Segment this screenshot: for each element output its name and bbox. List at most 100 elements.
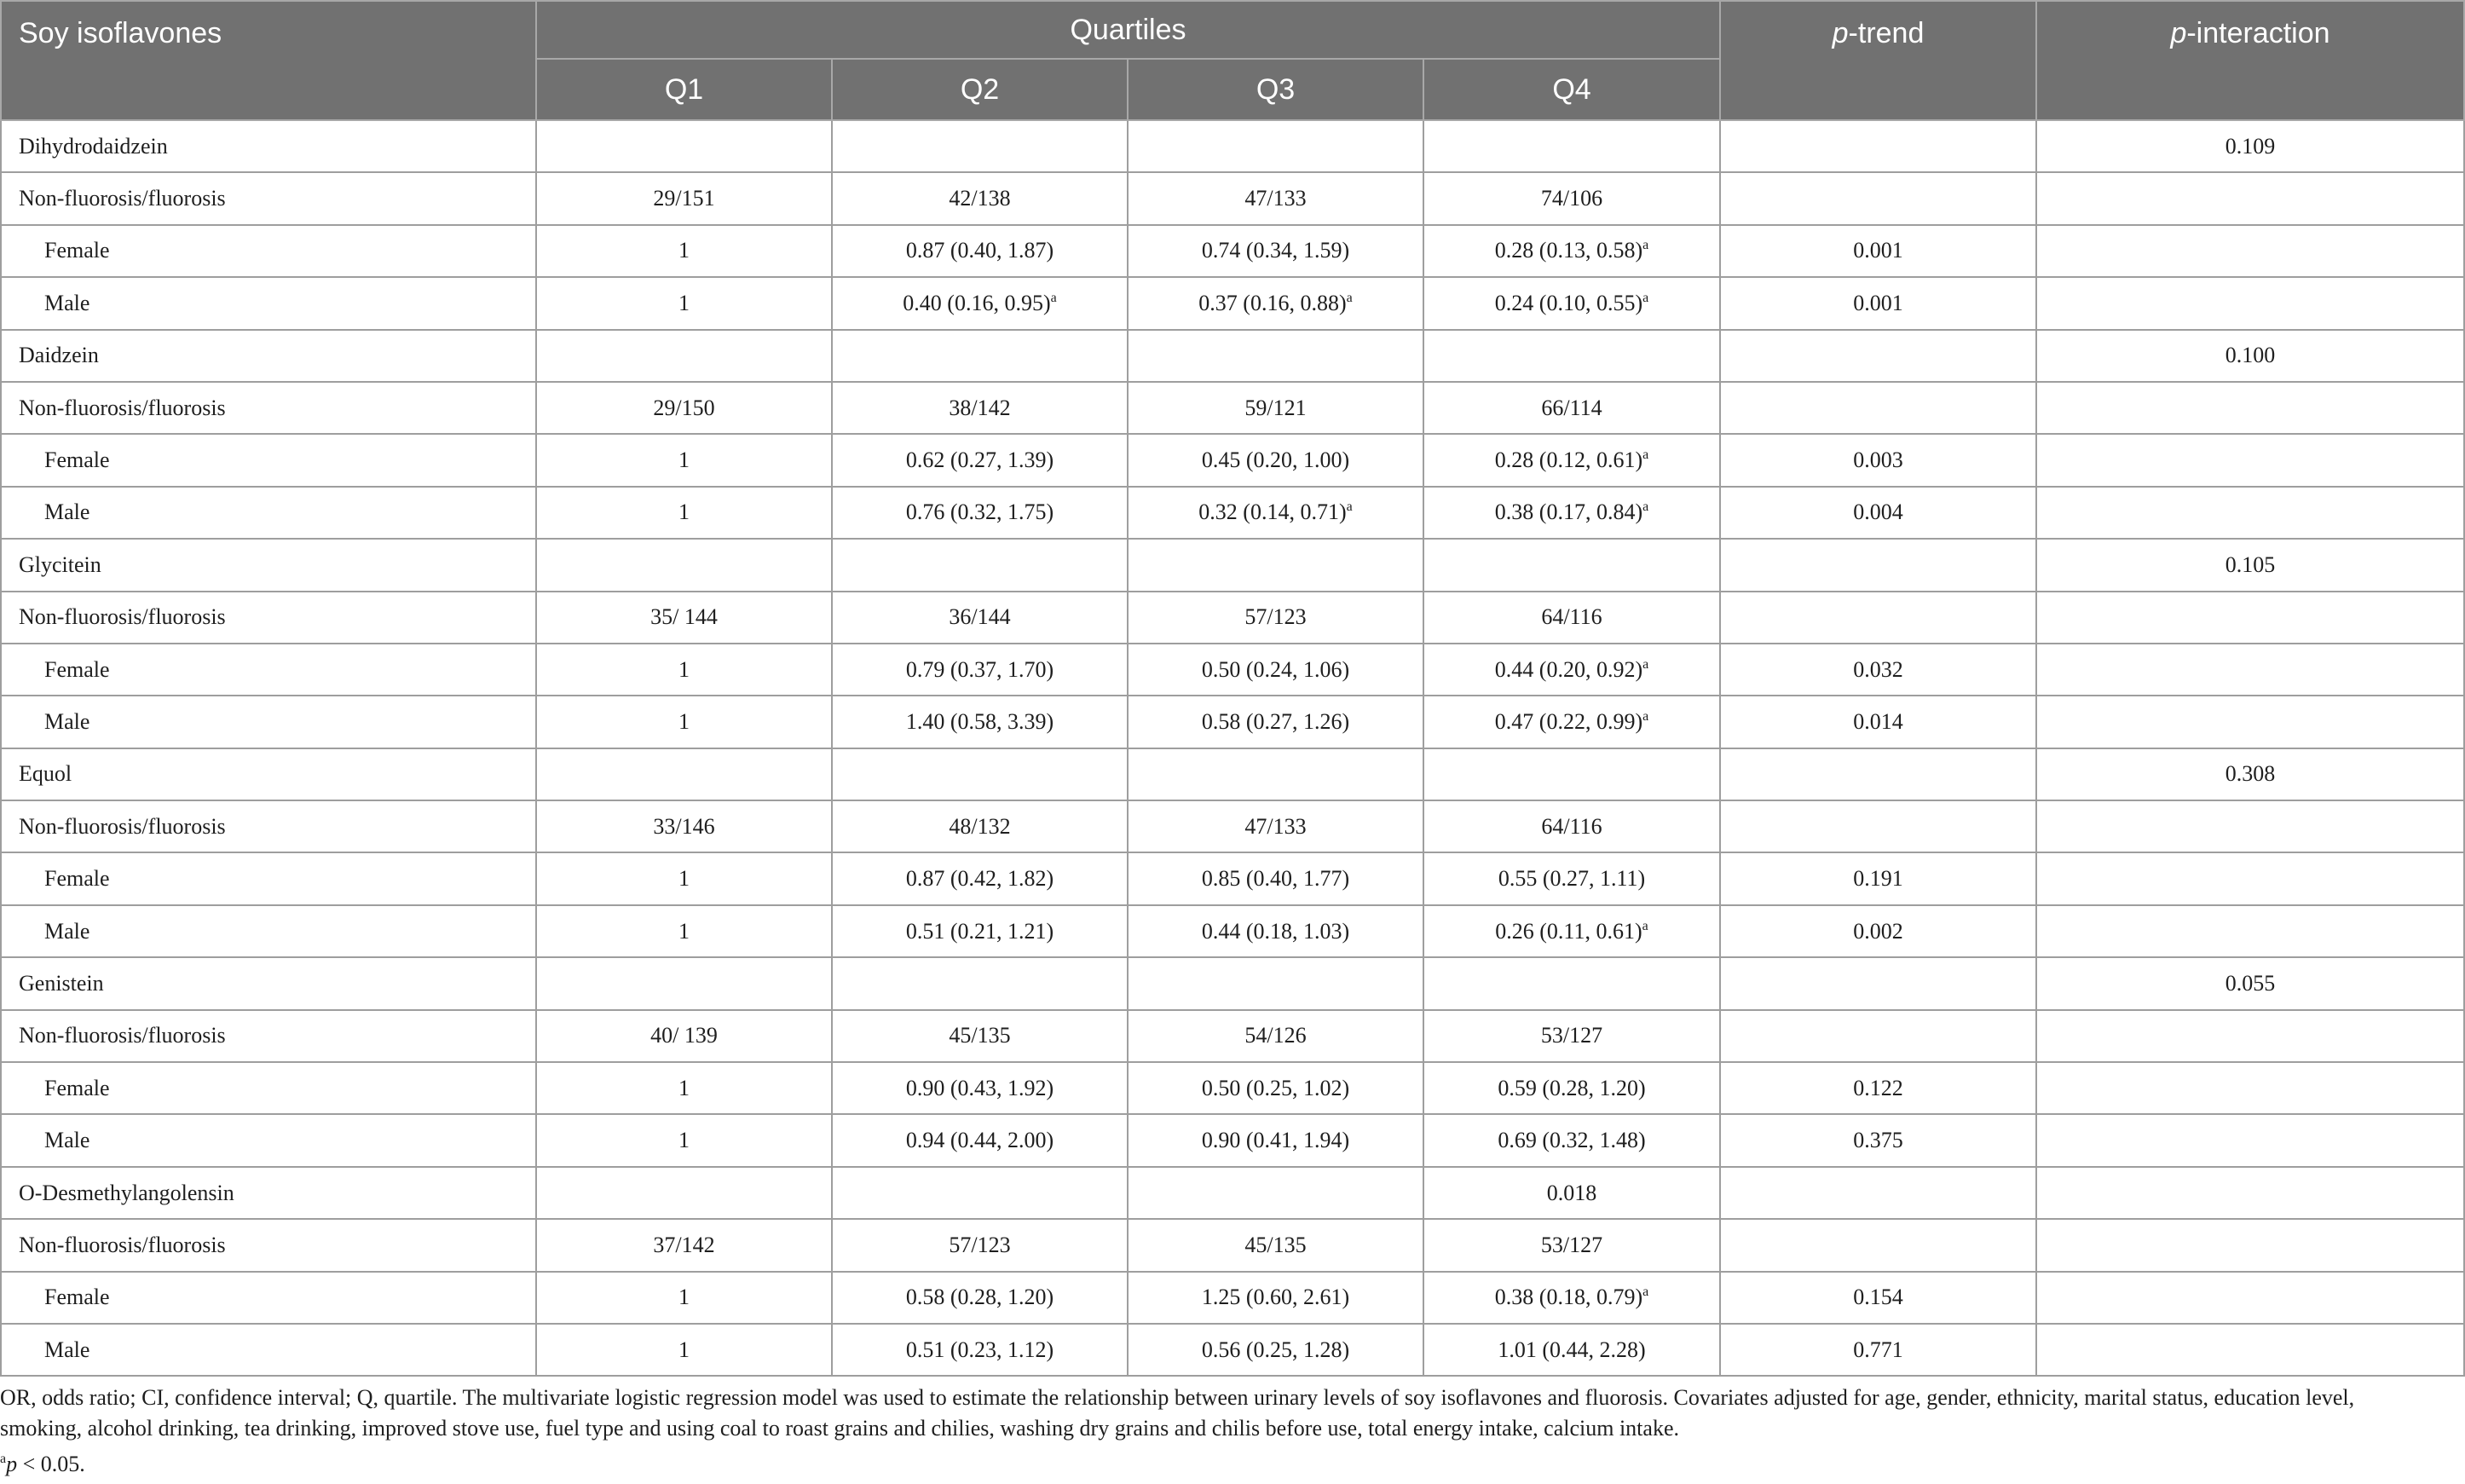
header-soy-isoflavones: Soy isoflavones: [0, 0, 537, 121]
cell-q1-value: 1: [678, 866, 690, 892]
table-row: Non-fluorosis/fluorosis 33/146 48/132 47/13…: [0, 800, 2465, 854]
cell-q2-value: 36/144: [949, 604, 1011, 630]
table-row: Female 1 0.58 (0.28, 1.20) 1.25 (0.60, 2.61…: [0, 1270, 2465, 1325]
table-row: Male 1 0.40 (0.16, 0.95)a 0.37 (0.16, 0.88)…: [0, 276, 2465, 331]
cell-p-interaction: [2035, 276, 2465, 331]
row-label: Male: [0, 1322, 537, 1377]
row-label: Daidzein: [0, 328, 537, 383]
cell-p-trend: 0.014: [1719, 695, 2037, 749]
cell-q3-value: 0.44 (0.18, 1.03): [1201, 918, 1350, 944]
cell-p-trend: [1719, 118, 2037, 174]
cell-q1: 1: [535, 852, 833, 906]
row-label: Female: [0, 642, 537, 697]
cell-q2: 0.87 (0.40, 1.87): [831, 223, 1129, 279]
cell-q3-value: 0.90 (0.41, 1.94): [1201, 1128, 1350, 1153]
row-label: Male: [0, 1113, 537, 1168]
cell-q4-value: 53/127: [1540, 1023, 1603, 1048]
cell-p-interaction: [2035, 695, 2465, 749]
cell-q2: 42/138: [831, 171, 1129, 226]
cell-p-trend: [1719, 1218, 2037, 1273]
cell-q3-value: 59/121: [1244, 395, 1307, 420]
significance-note-text: < 0.05.: [17, 1452, 85, 1476]
cell-q4-value: 0.018: [1546, 1180, 1597, 1205]
cell-p-trend: [1719, 1008, 2037, 1064]
cell-q4: 64/116: [1423, 800, 1721, 854]
results-table: Soy isoflavones Quartiles p-trend p-inte…: [0, 0, 2465, 1377]
cell-q4: 1.01 (0.44, 2.28): [1423, 1322, 1721, 1377]
cell-q3-value: 0.74 (0.34, 1.59): [1201, 238, 1350, 263]
cell-q1-value: 29/150: [653, 395, 715, 420]
significance-marker: a: [1050, 290, 1057, 305]
cell-q4: 0.38 (0.18, 0.79)a: [1423, 1270, 1721, 1325]
cell-p-trend: [1719, 800, 2037, 854]
cell-q2-value: 0.51 (0.21, 1.21): [905, 918, 1054, 944]
table-row: O-Desmethylangolensin 0.018: [0, 1165, 2465, 1221]
cell-p-interaction: [2035, 642, 2465, 697]
row-label: Female: [0, 433, 537, 488]
cell-p-trend: 0.771: [1719, 1322, 2037, 1377]
table-header: Soy isoflavones Quartiles p-trend p-inte…: [0, 0, 2465, 121]
cell-q3: 47/133: [1127, 800, 1424, 854]
cell-q3: 45/135: [1127, 1218, 1424, 1273]
cell-q3: 0.45 (0.20, 1.00): [1127, 433, 1424, 488]
cell-q4-value: 66/114: [1541, 395, 1602, 420]
row-label: Female: [0, 1270, 537, 1325]
header-p-interaction-italic-p: p: [2170, 17, 2187, 49]
cell-q1: [535, 118, 833, 174]
cell-q3: [1127, 328, 1424, 383]
cell-q4: 64/116: [1423, 590, 1721, 644]
cell-q1-value: 1: [678, 1337, 690, 1362]
cell-q3-value: 0.45 (0.20, 1.00): [1201, 448, 1350, 473]
table-row: Female 1 0.62 (0.27, 1.39) 0.45 (0.20, 1.00…: [0, 433, 2465, 488]
cell-q2: 0.58 (0.28, 1.20): [831, 1270, 1129, 1325]
cell-q3: 0.50 (0.25, 1.02): [1127, 1061, 1424, 1116]
row-label: Genistein: [0, 956, 537, 1011]
table-row: Glycitein 0.105: [0, 538, 2465, 592]
cell-q4: 74/106: [1423, 171, 1721, 226]
cell-p-trend: 0.122: [1719, 1061, 2037, 1116]
table-body: Dihydrodaidzein 0.109 Non-fluorosis/fluoro…: [0, 118, 2465, 1377]
cell-q4: 0.47 (0.22, 0.99)a: [1423, 695, 1721, 749]
cell-q3: 0.74 (0.34, 1.59): [1127, 223, 1424, 279]
table-row: Female 1 0.87 (0.40, 1.87) 0.74 (0.34, 1.59…: [0, 223, 2465, 279]
row-label: Male: [0, 695, 537, 749]
cell-q1-value: 40/ 139: [650, 1023, 718, 1048]
cell-p-trend: 0.032: [1719, 642, 2037, 697]
cell-q3-value: 0.32 (0.14, 0.71): [1198, 499, 1347, 525]
header-q4: Q4: [1423, 58, 1721, 121]
cell-q1: 33/146: [535, 800, 833, 854]
cell-q4-value: 0.55 (0.27, 1.11): [1498, 866, 1646, 892]
cell-q2: [831, 118, 1129, 174]
cell-q4: 0.38 (0.17, 0.84)a: [1423, 485, 1721, 540]
cell-q4: 0.28 (0.13, 0.58)a: [1423, 223, 1721, 279]
cell-q2: 0.76 (0.32, 1.75): [831, 485, 1129, 540]
cell-q3-value: 0.50 (0.25, 1.02): [1201, 1075, 1350, 1100]
row-label: Female: [0, 852, 537, 906]
cell-p-trend: 0.375: [1719, 1113, 2037, 1168]
cell-q3: [1127, 1165, 1424, 1221]
table-row: Non-fluorosis/fluorosis 40/ 139 45/135 54/1…: [0, 1008, 2465, 1064]
cell-q3: [1127, 118, 1424, 174]
cell-q2: 0.40 (0.16, 0.95)a: [831, 276, 1129, 331]
cell-q2: 36/144: [831, 590, 1129, 644]
cell-q1: 1: [535, 695, 833, 749]
significance-marker: a: [1642, 656, 1649, 672]
cell-p-trend: [1719, 956, 2037, 1011]
cell-q1: 1: [535, 1061, 833, 1116]
cell-q2-value: 0.76 (0.32, 1.75): [905, 499, 1054, 525]
cell-q4: 0.44 (0.20, 0.92)a: [1423, 642, 1721, 697]
cell-q4: [1423, 956, 1721, 1011]
cell-p-interaction: 0.109: [2035, 118, 2465, 174]
significance-note-marker: a: [0, 1452, 7, 1466]
cell-p-trend: 0.001: [1719, 276, 2037, 331]
significance-marker: a: [1346, 290, 1353, 305]
cell-p-interaction: [2035, 433, 2465, 488]
significance-note-p: p: [6, 1452, 18, 1476]
cell-q2: [831, 538, 1129, 592]
table-row: Non-fluorosis/fluorosis 29/151 42/138 47/13…: [0, 171, 2465, 226]
cell-q3-value: 57/123: [1244, 604, 1307, 630]
cell-q4-value: 0.28 (0.13, 0.58): [1494, 238, 1643, 263]
cell-q2-value: 0.51 (0.23, 1.12): [905, 1337, 1054, 1362]
significance-note: ap < 0.05.: [0, 1449, 2438, 1480]
cell-q4-value: 0.26 (0.11, 0.61): [1495, 918, 1642, 944]
